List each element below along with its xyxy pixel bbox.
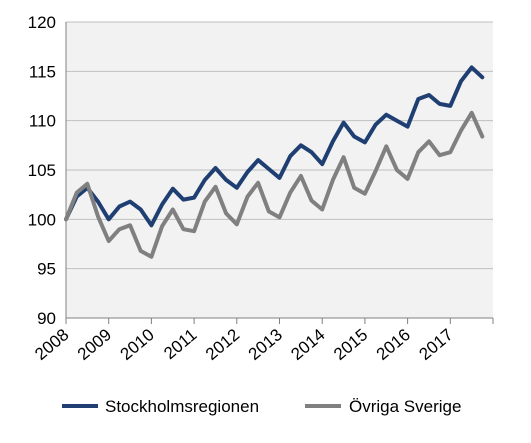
series-lines (64, 65, 485, 259)
y-tick-label: 90 (37, 309, 56, 328)
y-tick-label: 95 (37, 260, 56, 279)
series-line-stockholmsregionen (64, 65, 485, 228)
x-tick-label: 2010 (117, 325, 158, 364)
x-tick-label: 2017 (416, 325, 457, 364)
y-tick-label: 100 (28, 210, 56, 229)
x-tick-label: 2009 (74, 325, 115, 364)
x-tick-label: 2008 (31, 325, 72, 364)
legend-label: Stockholmsregionen (105, 397, 259, 416)
x-tick-label: 2012 (202, 325, 243, 364)
x-tick-label: 2016 (373, 325, 414, 364)
y-tick-label: 105 (28, 161, 56, 180)
y-tick-label: 115 (29, 62, 56, 81)
legend-label: Övriga Sverige (349, 397, 461, 416)
legend: Stockholmsregionen Övriga Sverige (62, 397, 461, 416)
series-line-ovriga-sverige (64, 110, 485, 259)
x-tick-label: 2015 (330, 325, 371, 364)
x-tick-label: 2014 (287, 325, 328, 364)
y-tick-label: 120 (28, 13, 56, 32)
x-tick-label: 2013 (245, 325, 286, 364)
y-tick-label: 110 (29, 112, 56, 131)
x-tick-label: 2011 (160, 325, 200, 363)
